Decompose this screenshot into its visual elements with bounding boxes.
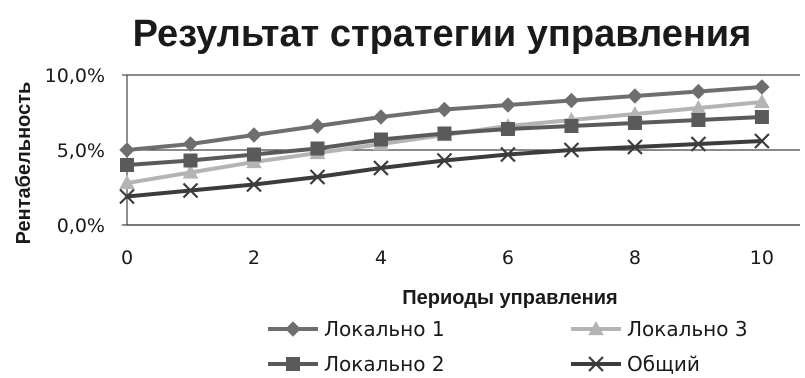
data-point-square [754,110,769,124]
data-point-cross [690,136,707,152]
legend-label: Локально 3 [627,317,748,341]
data-point-diamond [182,136,199,152]
data-point-diamond [500,97,516,113]
data-point-diamond [119,142,135,158]
data-point-square [500,122,515,136]
x-axis-title: Периоды управления [402,287,617,309]
data-point-triangle [182,164,199,179]
data-point-cross [119,188,135,205]
x-tick-label: 4 [375,247,387,269]
data-point-square [310,141,325,156]
x-tick-label: 8 [629,247,641,269]
series-1 [119,79,770,158]
data-point-triangle [119,174,135,190]
data-point-square [183,153,198,168]
data-point-cross [563,142,580,158]
data-point-diamond [563,92,580,109]
data-point-diamond [436,101,453,118]
legend-label: Локально 2 [324,352,445,376]
data-point-square [246,147,261,162]
y-tick-label: 5,0% [57,140,105,162]
data-point-cross [373,160,389,176]
legend-label: Локально 1 [324,317,445,341]
data-point-cross [627,139,643,155]
data-point-diamond [285,321,301,337]
data-point-square [691,113,706,127]
data-point-cross [436,152,453,169]
legend-item-2: Локально 2 [268,352,445,376]
data-point-square [627,116,642,130]
data-point-diamond [373,109,389,125]
data-point-cross [246,176,262,193]
x-tick-label: 10 [750,247,774,269]
data-point-cross [588,356,604,372]
series-2 [120,110,769,172]
legend-item-1: Локально 1 [268,317,445,341]
legend: Локально 1 Локально 2 Локально 3 Общий [268,317,748,376]
data-point-cross [309,169,326,185]
series-group [119,79,770,205]
data-point-cross [754,133,770,149]
data-point-diamond [690,83,707,100]
data-point-diamond [246,127,262,143]
data-point-diamond [309,118,326,134]
legend-label: Общий [627,352,700,376]
y-axis-title: Рентабельность [13,82,35,245]
data-point-cross [182,182,199,199]
data-point-square [437,126,452,141]
x-axis-ticks: 0 2 4 6 8 10 [121,247,774,269]
y-axis-ticks: 0,0% 5,0% 10,0% [45,65,127,237]
data-point-square [564,119,579,133]
chart-title: Результат стратегии управления [133,13,752,55]
x-tick-label: 6 [502,247,514,269]
y-tick-label: 0,0% [57,215,105,237]
data-point-triangle [588,320,604,336]
data-point-diamond [627,88,643,104]
data-point-triangle [754,93,770,109]
data-point-square [120,158,134,172]
legend-item-3: Локально 3 [571,317,748,341]
data-point-square [286,357,300,371]
x-tick-label: 0 [121,247,133,269]
data-point-square [373,132,388,147]
data-point-cross [500,146,516,163]
y-tick-label: 10,0% [45,65,105,87]
x-tick-label: 2 [248,247,260,269]
legend-item-4: Общий [571,352,700,376]
data-point-diamond [754,79,770,95]
series-4 [119,133,770,205]
